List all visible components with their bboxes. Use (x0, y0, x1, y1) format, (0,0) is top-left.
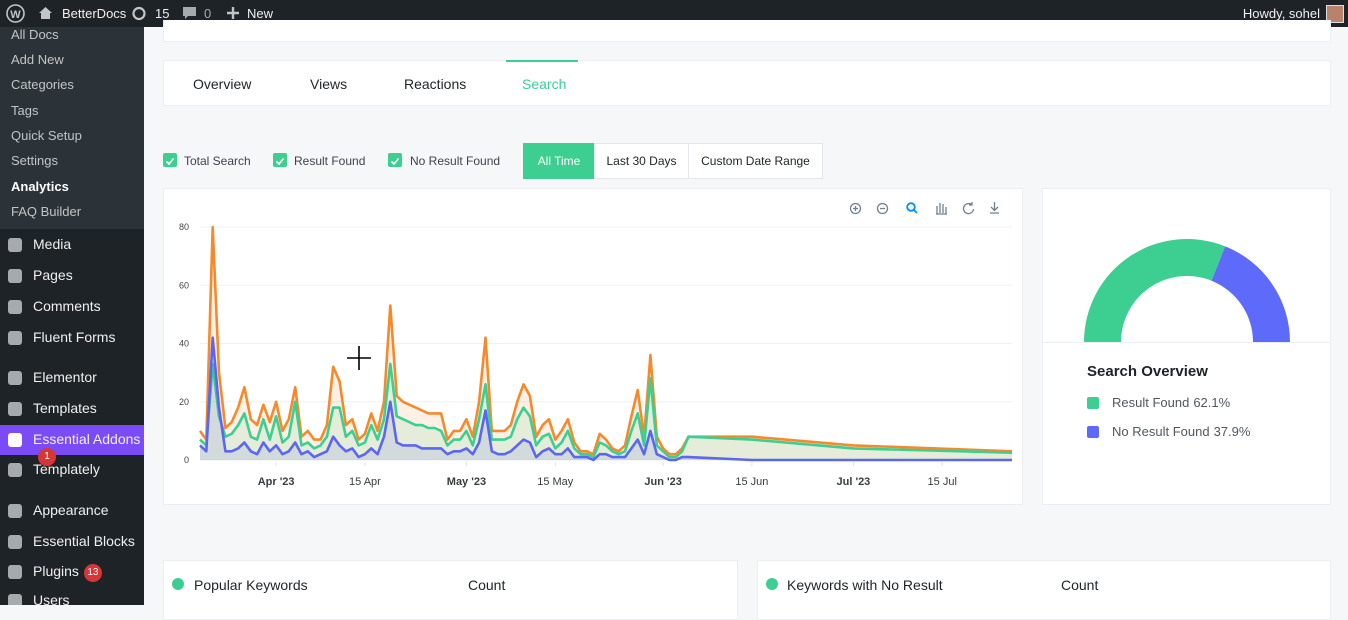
chart-toolbar (851, 202, 1000, 214)
donut-segment (1211, 246, 1290, 342)
y-tick-label: 40 (179, 339, 189, 349)
zoom-in-button[interactable] (851, 204, 861, 214)
legend-swatch (1087, 426, 1099, 438)
check-mark (164, 155, 176, 167)
series-checkbox[interactable] (163, 153, 177, 167)
date-range-button[interactable]: Last 30 Days (594, 143, 689, 179)
legend-name: Result Found (1112, 395, 1189, 410)
x-tick-label: Jul '23 (837, 476, 871, 488)
x-tick-label: 15 Jul (928, 476, 957, 488)
legend-label: No Result Found 37.9% (1112, 424, 1251, 439)
x-tick-label: 15 Jun (735, 476, 768, 488)
page: W BetterDocs 15 0 New Howdy, sohel All D… (0, 0, 1348, 605)
series-checkbox[interactable] (273, 153, 287, 167)
legend-value: 37.9% (1214, 424, 1251, 439)
donut-title: Search Overview (1087, 363, 1208, 380)
tab[interactable]: Reactions (404, 76, 466, 92)
x-tick-label: Apr '23 (258, 476, 295, 488)
legend-value: 62.1% (1193, 395, 1230, 410)
table-header: Count (468, 577, 505, 593)
x-tick-label: May '23 (447, 476, 486, 488)
x-tick-label: 15 Apr (349, 476, 381, 488)
date-range-button[interactable]: All Time (523, 143, 595, 179)
download-button[interactable] (990, 202, 999, 213)
series-checkbox-label[interactable]: Total Search (184, 154, 251, 168)
zoom-out-button[interactable] (878, 204, 888, 214)
legend-swatch (1087, 397, 1099, 409)
table-header: Popular Keywords (194, 577, 308, 593)
y-tick-label: 60 (179, 280, 189, 290)
legend-label: Result Found 62.1% (1112, 395, 1231, 410)
donut-segment (1084, 239, 1225, 342)
x-tick-label: Jun '23 (644, 476, 681, 488)
series-checkbox[interactable] (388, 153, 402, 167)
series-line (200, 227, 1012, 454)
info-icon (766, 578, 778, 590)
table-header: Keywords with No Result (787, 577, 943, 593)
y-tick-label: 0 (184, 455, 189, 465)
series-checkbox-label[interactable]: No Result Found (410, 154, 500, 168)
info-icon (172, 578, 184, 590)
pan-button[interactable] (936, 203, 947, 214)
table-header: Count (1061, 577, 1098, 593)
reset-button[interactable] (964, 202, 974, 214)
cursor (347, 346, 371, 370)
tab[interactable]: Search (522, 76, 566, 92)
x-tick-label: 15 May (537, 476, 574, 488)
check-mark (274, 155, 286, 167)
series-checkbox-label[interactable]: Result Found (294, 154, 365, 168)
tab[interactable]: Overview (193, 76, 251, 92)
date-range-button[interactable]: Custom Date Range (688, 143, 823, 179)
y-tick-label: 80 (179, 222, 189, 232)
legend-name: No Result Found (1112, 424, 1210, 439)
zoom-button[interactable] (907, 203, 917, 213)
tab[interactable]: Views (310, 76, 347, 92)
y-tick-label: 20 (179, 397, 189, 407)
active-tab-indicator (506, 60, 578, 62)
check-mark (389, 155, 401, 167)
